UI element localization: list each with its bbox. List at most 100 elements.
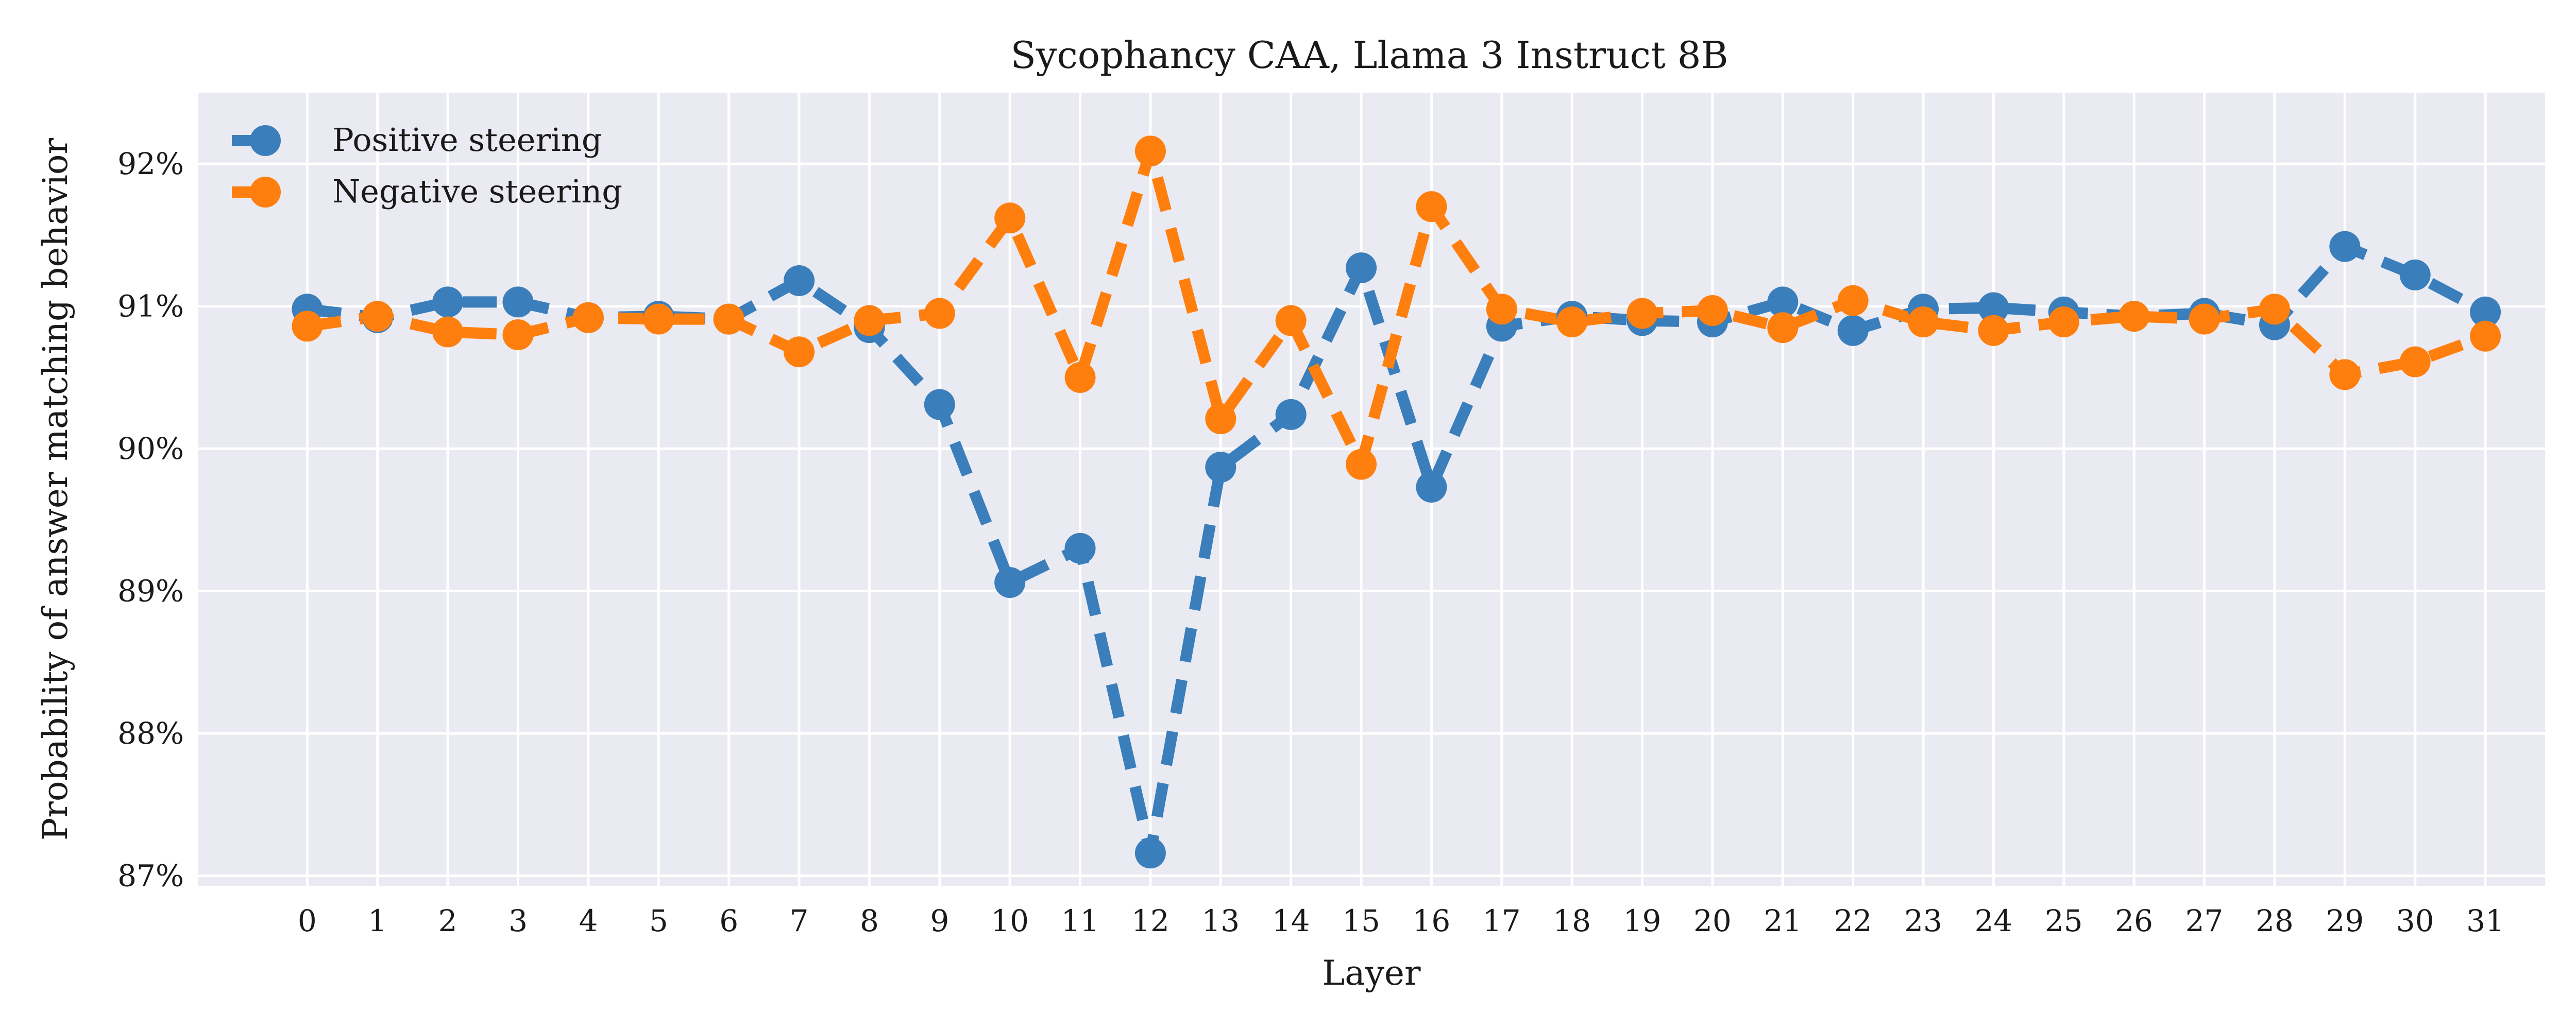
data-point-series-0	[1064, 533, 1096, 564]
x-tick-label: 0	[298, 903, 317, 938]
data-point-series-1	[2048, 306, 2079, 338]
data-point-series-0	[784, 265, 815, 296]
x-tick-label: 4	[579, 903, 598, 938]
x-tick-label: 7	[790, 903, 809, 938]
data-point-series-1	[1837, 285, 1869, 316]
data-point-series-1	[1626, 298, 1658, 329]
x-tick-label: 5	[649, 903, 668, 938]
data-point-series-0	[1346, 252, 1377, 284]
data-point-series-0	[2329, 231, 2361, 262]
data-point-series-1	[924, 298, 955, 329]
x-tick-label: 12	[1131, 903, 1170, 938]
x-tick-label: 26	[2115, 903, 2153, 938]
legend: Positive steering Negative steering	[232, 121, 622, 210]
x-tick-label: 31	[2466, 903, 2504, 938]
x-tick-label: 13	[1201, 903, 1240, 938]
data-point-series-1	[1275, 305, 1307, 336]
data-point-series-1	[643, 303, 674, 335]
x-tick-label: 24	[1975, 903, 2013, 938]
x-tick-label: 11	[1061, 903, 1099, 938]
x-tick-label: 19	[1623, 903, 1662, 938]
y-axis-ticks: 87% 88% 89% 90% 91% 92%	[117, 146, 184, 893]
y-tick-label: 88%	[117, 716, 184, 751]
data-point-series-1	[1978, 315, 2009, 346]
x-tick-label: 2	[438, 903, 457, 938]
y-tick-label: 89%	[117, 574, 184, 609]
data-point-series-1	[1767, 312, 1799, 344]
data-point-series-0	[994, 567, 1026, 598]
data-point-series-1	[1908, 306, 1939, 338]
x-tick-label: 27	[2185, 903, 2224, 938]
x-tick-label: 8	[860, 903, 879, 938]
data-point-series-1	[362, 301, 393, 332]
x-tick-label: 20	[1693, 903, 1732, 938]
x-tick-label: 25	[2045, 903, 2083, 938]
x-tick-label: 28	[2256, 903, 2294, 938]
data-point-series-1	[784, 336, 815, 368]
data-point-series-1	[1346, 449, 1377, 480]
data-point-series-0	[1978, 292, 2009, 323]
x-tick-label: 18	[1553, 903, 1591, 938]
x-axis-label: Layer	[1322, 953, 1421, 993]
data-point-series-0	[924, 389, 955, 420]
y-tick-label: 87%	[117, 859, 184, 894]
data-point-series-1	[572, 302, 604, 333]
data-point-series-1	[854, 305, 885, 336]
x-tick-label: 9	[930, 903, 949, 938]
data-point-series-0	[1767, 286, 1799, 318]
legend-marker	[250, 125, 281, 156]
x-tick-label: 30	[2396, 903, 2434, 938]
data-point-series-0	[2399, 259, 2431, 290]
grid	[198, 93, 2545, 886]
legend-label: Positive steering	[332, 121, 602, 159]
data-point-series-1	[292, 311, 323, 342]
x-tick-label: 17	[1483, 903, 1521, 938]
x-tick-label: 14	[1272, 903, 1310, 938]
data-point-series-1	[2119, 301, 2150, 332]
data-point-series-1	[1556, 306, 1588, 338]
data-point-series-1	[432, 316, 464, 348]
data-point-series-0	[502, 286, 534, 318]
data-point-series-1	[1064, 362, 1096, 393]
data-point-series-1	[1205, 403, 1236, 435]
data-point-series-1	[1134, 135, 1166, 167]
data-point-series-0	[2470, 296, 2501, 328]
y-tick-label: 92%	[117, 146, 184, 181]
data-point-series-1	[994, 202, 1026, 234]
x-tick-label: 29	[2326, 903, 2364, 938]
data-point-series-1	[2189, 303, 2220, 335]
chart-title: Sycophancy CAA, Llama 3 Instruct 8B	[1010, 33, 1728, 77]
y-axis-label: Probability of answer matching behavior	[36, 138, 75, 840]
data-point-series-1	[2329, 359, 2361, 390]
x-tick-label: 10	[991, 903, 1029, 938]
data-point-series-1	[2399, 346, 2431, 377]
data-point-series-0	[1416, 471, 1447, 503]
data-point-series-1	[1416, 191, 1447, 222]
data-point-series-0	[1837, 315, 1869, 346]
x-tick-label: 3	[509, 903, 528, 938]
x-tick-label: 16	[1413, 903, 1451, 938]
data-point-series-1	[1697, 295, 1728, 327]
x-tick-label: 1	[368, 903, 387, 938]
x-tick-label: 22	[1834, 903, 1872, 938]
data-point-series-0	[432, 286, 464, 318]
y-tick-label: 90%	[117, 431, 184, 466]
x-tick-label: 21	[1764, 903, 1802, 938]
data-point-series-1	[1486, 294, 1517, 325]
x-tick-label: 23	[1904, 903, 1942, 938]
data-point-series-0	[1134, 837, 1166, 869]
x-tick-label: 15	[1342, 903, 1380, 938]
data-point-series-1	[2259, 294, 2290, 325]
x-tick-label: 6	[719, 903, 738, 938]
data-point-series-1	[502, 319, 534, 351]
data-point-series-0	[1205, 452, 1236, 483]
x-axis-ticks: 0 1 2 3 4 5 6 7 8 9 10 11 12 13 14 15 16 17 18 19 20 21 22 23 24…	[298, 903, 2504, 938]
data-point-series-0	[1275, 399, 1307, 430]
y-tick-label: 91%	[117, 289, 184, 324]
plot-area	[198, 93, 2545, 886]
series-markers	[292, 135, 2501, 869]
data-point-series-1	[713, 303, 744, 335]
data-point-series-1	[2470, 320, 2501, 352]
legend-label: Negative steering	[332, 173, 622, 210]
